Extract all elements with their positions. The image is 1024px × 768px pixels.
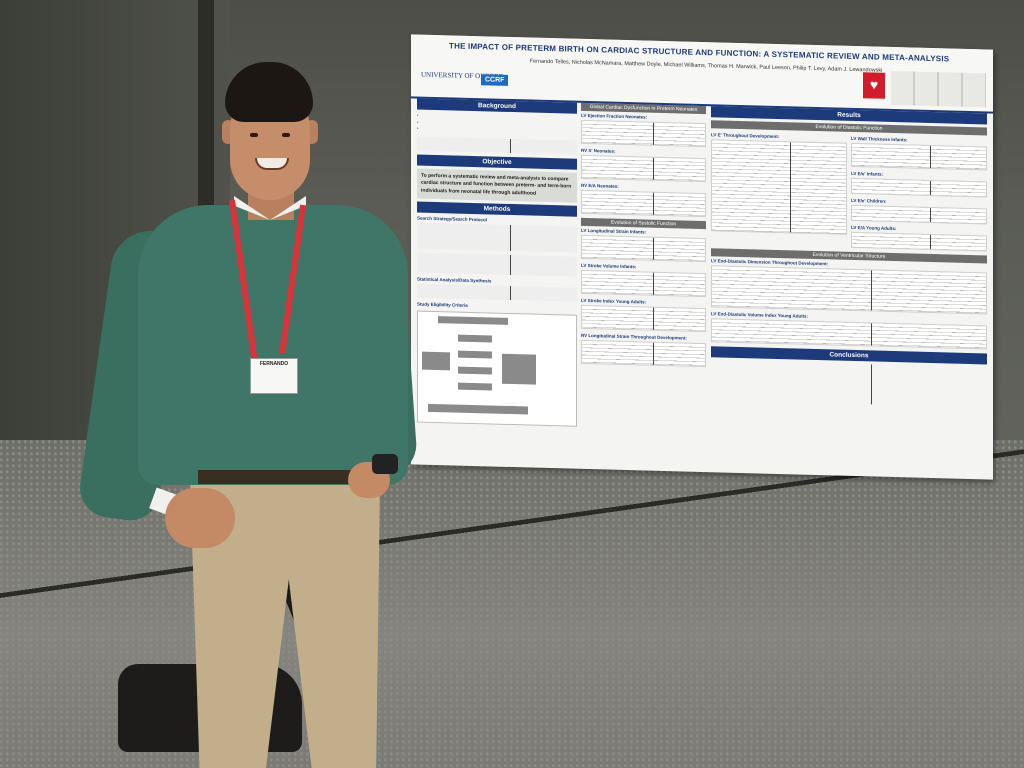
background-body	[417, 136, 577, 155]
research-poster: THE IMPACT OF PRETERM BIRTH ON CARDIAC S…	[411, 34, 993, 480]
section-methods: Methods	[417, 201, 577, 217]
wall-shadow	[0, 0, 230, 460]
forest-plot	[711, 265, 987, 315]
conclusions-body	[711, 360, 987, 408]
sponsor-logos	[891, 70, 986, 108]
forest-plot	[711, 139, 847, 235]
forest-plot	[851, 231, 987, 252]
background-text: • • •	[417, 112, 419, 131]
forest-plot	[581, 234, 706, 263]
methods-stats-body	[417, 283, 577, 302]
flowchart-box	[458, 350, 492, 359]
forest-plot	[581, 189, 706, 218]
section-objective: Objective	[417, 154, 577, 170]
poster-left-column: Background • • • Objective To perform a sy…	[417, 98, 577, 427]
ccrf-logo: CCRF	[481, 74, 509, 86]
objective-text: To perform a systematic review and meta-…	[417, 168, 577, 203]
diastolic-panels: LV E' Throughout Development: LV Wall Th…	[711, 130, 987, 255]
prisma-flowchart	[417, 310, 577, 427]
poster-right-column: Results Evolution of Diastolic Function …	[711, 106, 987, 411]
flowchart-box	[458, 366, 492, 375]
methods-search-body	[417, 222, 577, 253]
methods-eligibility-heading: Study Eligibility Criteria	[417, 301, 468, 308]
flowchart-box	[502, 353, 536, 385]
poster-board-pole	[198, 0, 214, 470]
flowchart-box	[458, 382, 492, 391]
methods-body-2	[417, 252, 577, 277]
forest-plot	[581, 269, 706, 298]
forest-plot	[581, 304, 706, 333]
forest-plot	[851, 204, 987, 225]
diastolic-left: LV E' Throughout Development:	[711, 130, 847, 252]
poster-middle-column: Global Cardiac Dysfunction in Preterm Ne…	[581, 102, 706, 371]
flowchart-box	[422, 351, 450, 371]
forest-plot	[851, 142, 987, 171]
forest-plot	[711, 318, 987, 350]
forest-plot	[581, 154, 706, 183]
flowchart-box	[458, 334, 492, 343]
forest-plot	[851, 177, 987, 198]
forest-plot	[581, 339, 706, 368]
forest-plot	[581, 119, 706, 148]
flowchart-box	[428, 403, 528, 415]
heart-foundation-logo: ♥	[863, 72, 885, 99]
flowchart-box	[438, 316, 508, 325]
diastolic-right: LV Wall Thickness Infants: LV E/e' Infan…	[851, 134, 987, 256]
